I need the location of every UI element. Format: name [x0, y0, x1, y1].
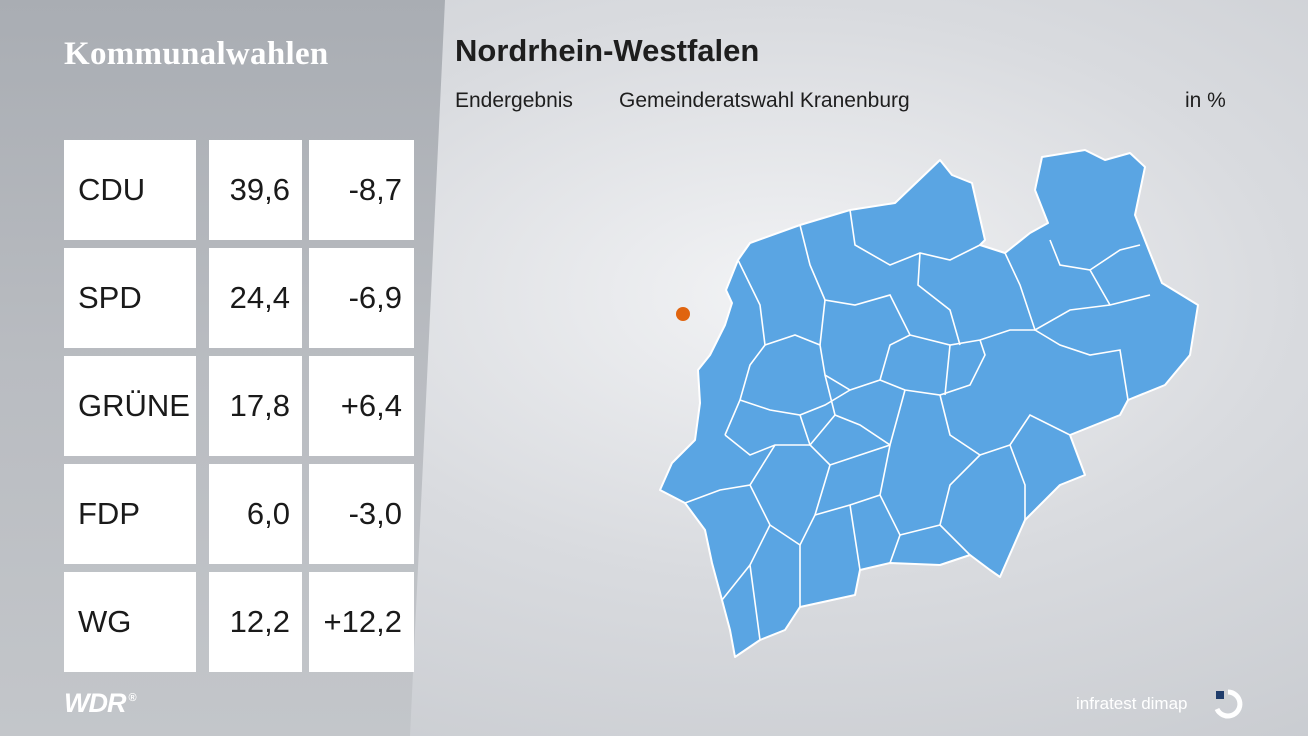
district-borders — [684, 209, 1151, 641]
result-status: Endergebnis — [455, 89, 573, 112]
region-title: Nordrhein-Westfalen — [455, 33, 760, 68]
wdr-wordmark: WDR — [64, 688, 126, 718]
section-title: Kommunalwahlen — [64, 36, 329, 72]
party-name: SPD — [64, 248, 196, 348]
wdr-logo: WDR ® — [64, 688, 137, 719]
vote-change: +12,2 — [309, 572, 414, 672]
infratest-logo-icon — [1214, 689, 1243, 719]
vote-change: -8,7 — [309, 140, 414, 240]
vote-share: 39,6 — [209, 140, 302, 240]
nrw-state-shape — [659, 149, 1199, 658]
party-name: FDP — [64, 464, 196, 564]
party-name: CDU — [64, 140, 196, 240]
vote-share: 6,0 — [209, 464, 302, 564]
vote-share: 12,2 — [209, 572, 302, 672]
source-label: infratest dimap — [1076, 694, 1188, 713]
registered-mark: ® — [128, 692, 136, 704]
party-name: GRÜNE — [64, 356, 196, 456]
location-marker — [676, 307, 690, 321]
party-name: WG — [64, 572, 196, 672]
vote-change: -3,0 — [309, 464, 414, 564]
election-name: Gemeinderatswahl Kranenburg — [619, 89, 910, 112]
nrw-map — [659, 149, 1199, 658]
vote-share: 17,8 — [209, 356, 302, 456]
unit-label: in % — [1185, 89, 1226, 112]
vote-change: -6,9 — [309, 248, 414, 348]
vote-share: 24,4 — [209, 248, 302, 348]
vote-change: +6,4 — [309, 356, 414, 456]
